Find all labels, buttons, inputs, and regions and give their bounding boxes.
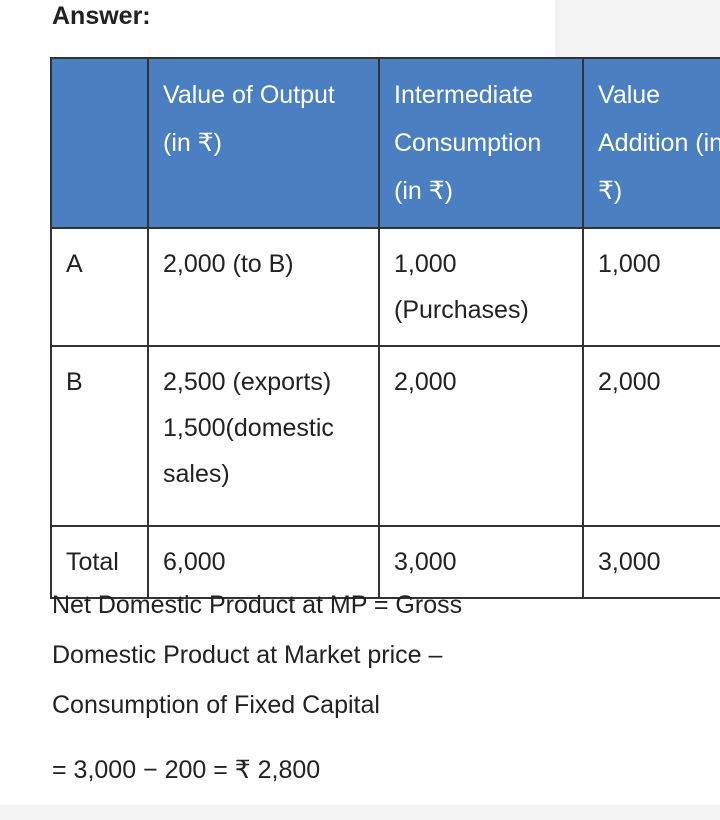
table-cell: 1,000 (Purchases) [378,227,584,347]
background-panel [555,0,720,57]
paragraph: Net Domestic Product at MP = Gross Domes… [52,591,463,719]
table-cell: 2,000 (to B) [147,227,380,347]
table-body: A 2,000 (to B) 1,000 (Purchases) 1,000 B 2,50… [50,227,720,599]
row-label: Total [50,525,149,599]
heading: Answer: [52,2,151,30]
table-row: B 2,500 (exports) 1,500(domestic sales) 2,0… [50,345,720,527]
table-row: A 2,000 (to B) 1,000 (Purchases) 1,000 [50,227,720,347]
row-label: B [50,345,149,527]
table-cell: 1,000 [582,227,720,347]
cell-text: 2,000 [394,368,457,396]
table-cell: 3,000 [582,525,720,599]
cell-text: 1,000 (Purchases) [394,250,529,324]
cell-text: 1,000 [598,250,661,278]
table-row: Total 6,000 3,000 3,000 [50,525,720,599]
cell-text: 6,000 [163,548,226,576]
paragraph: = 3,000 − 200 = ₹ 2,800 [52,756,321,784]
background-panel [0,805,720,820]
cell-text: 2,000 [598,368,661,396]
cell-text: 2,000 (to B) [163,250,294,278]
cell-text: 1,500(domestic sales) [163,414,334,488]
row-label: A [50,227,149,347]
header-cell [50,57,149,229]
header-cell: Value of Output (in ₹) [147,57,380,229]
header-cell: Intermediate Consumption (in ₹) [378,57,584,229]
cell-text: 3,000 [394,548,457,576]
header-cell: Value Addition (in ₹) [582,57,720,229]
table-cell: 2,000 [378,345,584,527]
table-cell: 2,000 [582,345,720,527]
cell-text: 2,500 (exports) [163,368,332,396]
table-cell: 2,500 (exports) 1,500(domestic sales) [147,345,380,527]
table-cell: 6,000 [147,525,380,599]
answer-table: Value of Output (in ₹) Intermediate Consu… [50,57,720,599]
table-cell: 3,000 [378,525,584,599]
cell-text: 3,000 [598,548,661,576]
header-row: Value of Output (in ₹) Intermediate Consu… [50,57,720,229]
